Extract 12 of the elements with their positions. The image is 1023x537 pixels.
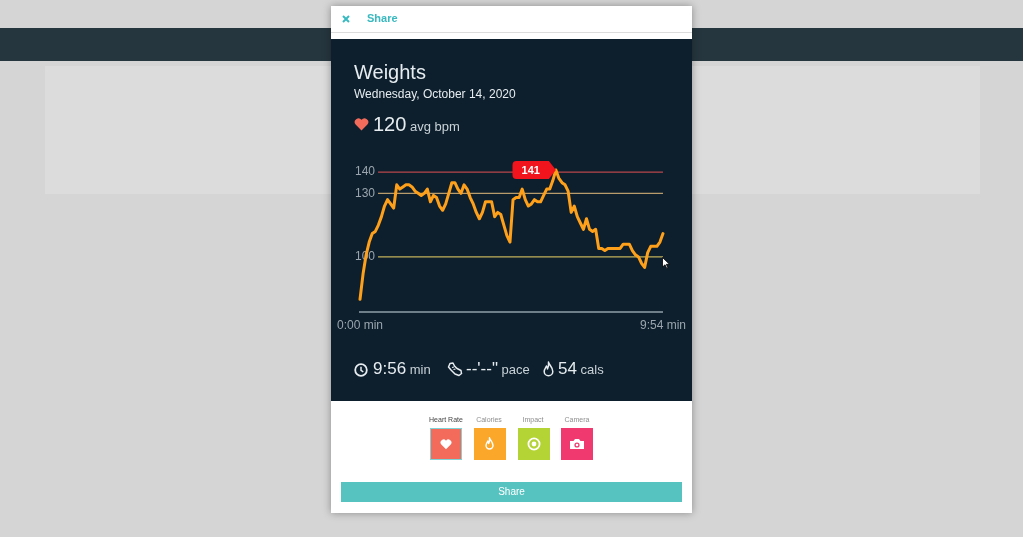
chart-subtitle: Wednesday, October 14, 2020 [354, 87, 516, 101]
text: Share [367, 12, 398, 24]
text: 9:56 min [373, 359, 431, 378]
text: 54 cals [558, 359, 604, 378]
data-label: 141 [521, 163, 540, 176]
chart-title: Weights [354, 61, 426, 84]
text: --'--" pace [466, 359, 530, 378]
y-tick-label: 130 [355, 185, 376, 200]
text: 120 avg bpm [373, 113, 460, 135]
x-tick-label: 0:00 min [337, 317, 384, 332]
y-tick-label: 140 [355, 164, 376, 179]
x-tick-label: 9:54 min [639, 317, 686, 332]
